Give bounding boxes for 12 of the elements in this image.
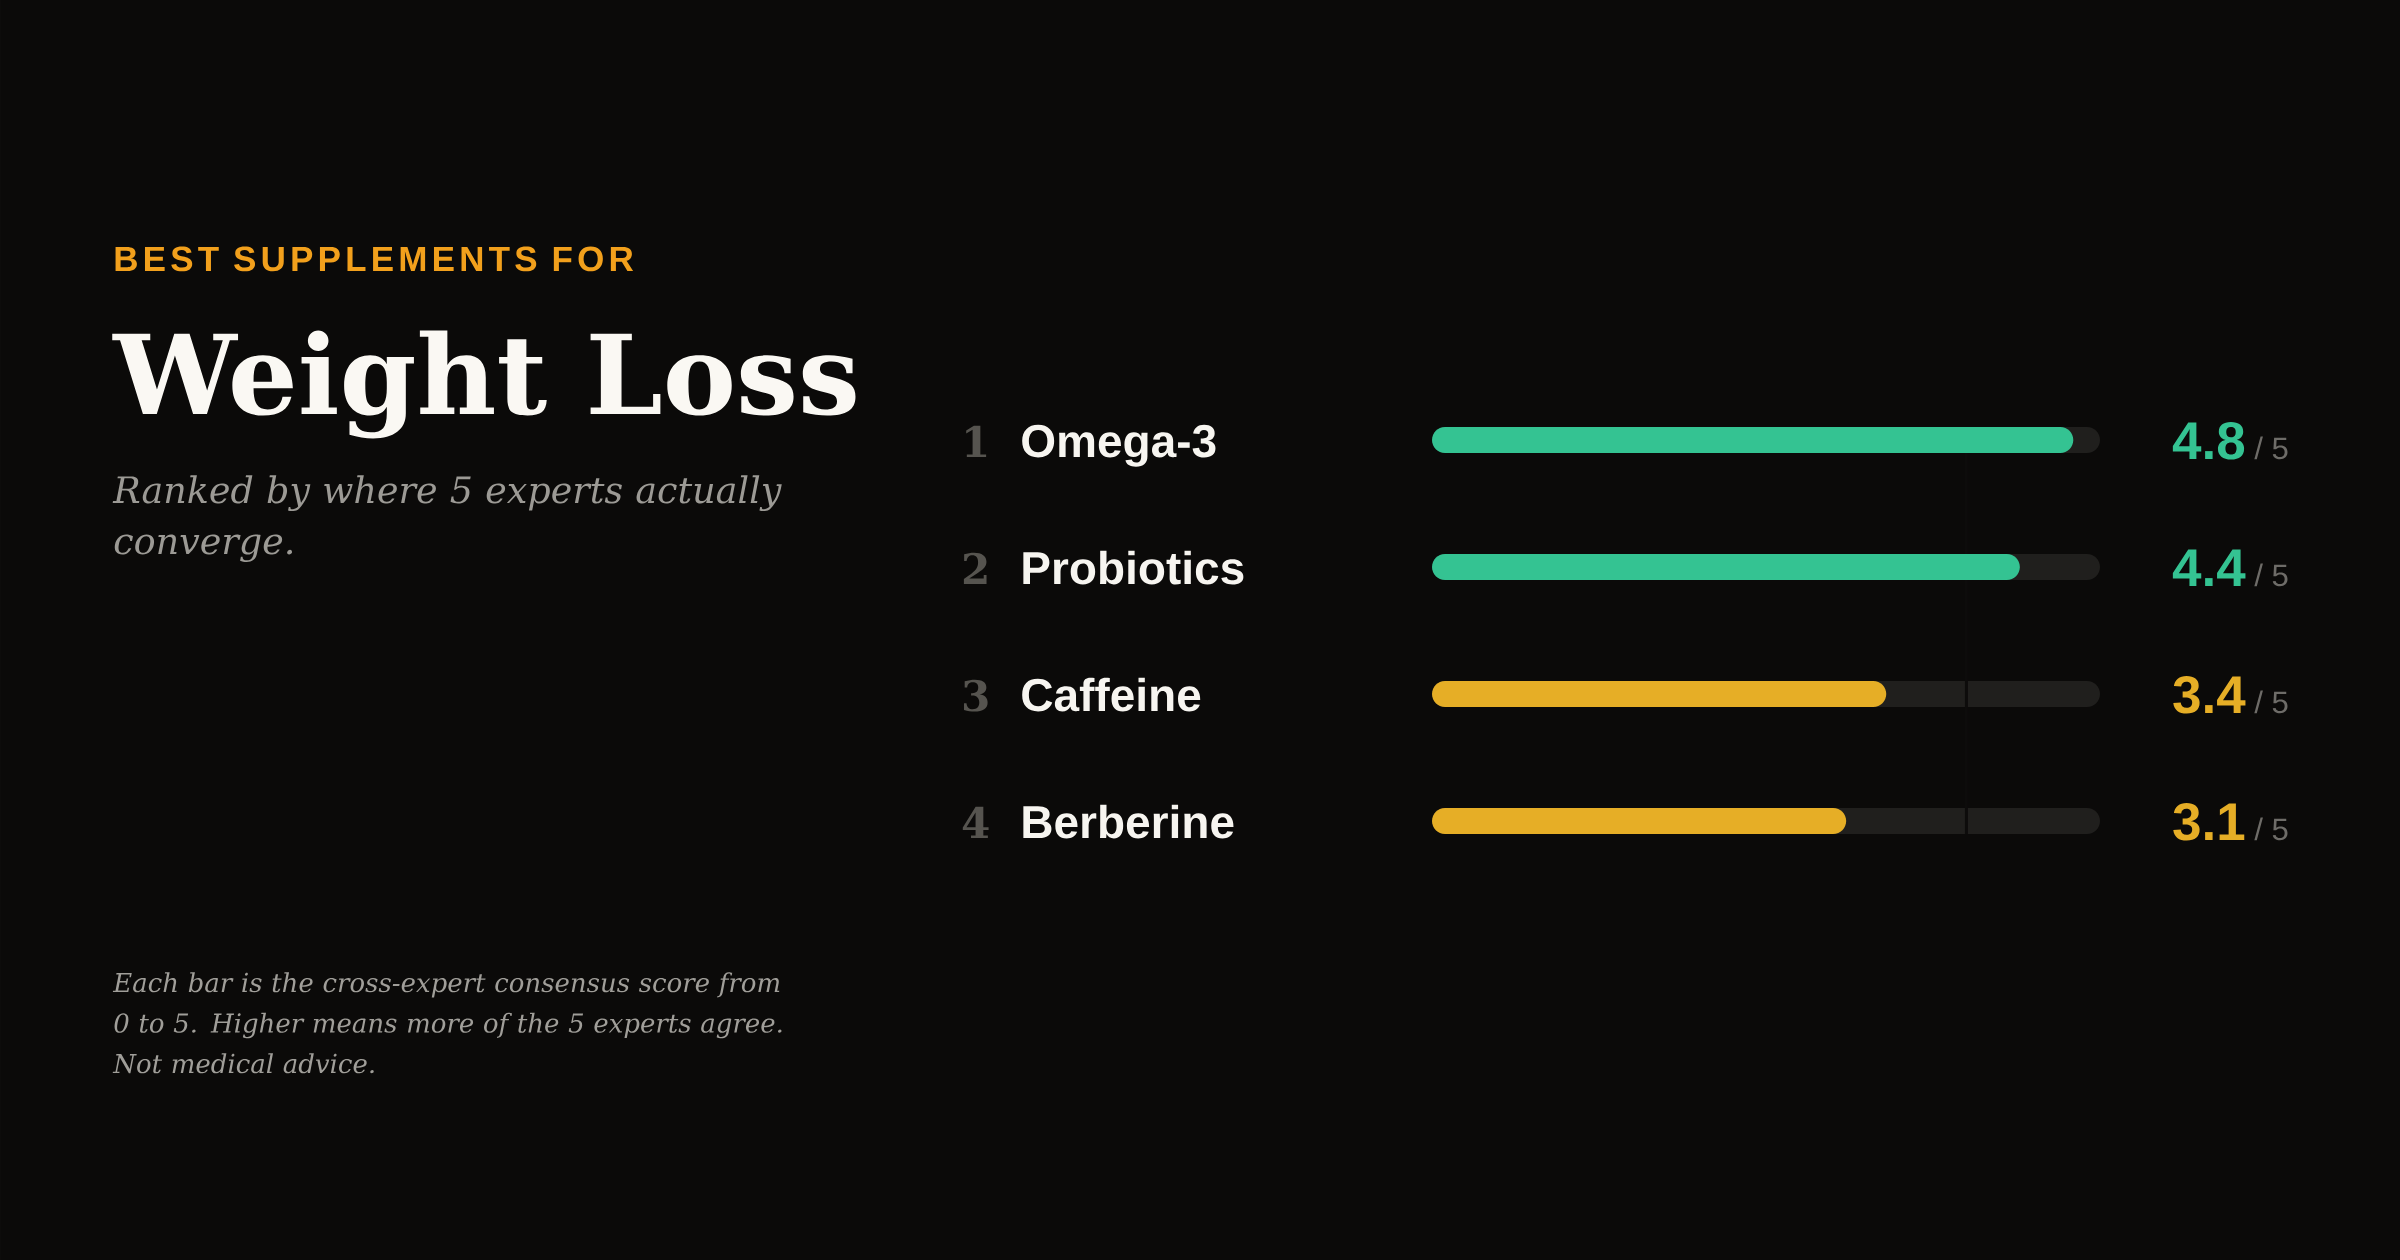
data-label: 4.4 / 5 bbox=[2172, 549, 2288, 587]
text: Ranked by where 5 experts actually converge. bbox=[112, 475, 782, 563]
text: Each bar is the cross-expert consensus score from 0 to 5. Higher means more of the 5 experts agree. Not medical advice. bbox=[112, 972, 782, 1074]
y-tick-label: 1 Omega-3 bbox=[966, 424, 1216, 467]
text: Weight Loss bbox=[112, 330, 856, 439]
text: BEST SUPPLEMENTS FOR bbox=[115, 246, 634, 272]
data-label: 3.4 / 5 bbox=[2173, 675, 2288, 714]
y-tick-label: 4 Berberine bbox=[962, 804, 1234, 839]
y-tick-label: 3 Caffeine bbox=[964, 677, 1201, 712]
y-tick-label: 2 Probiotics bbox=[963, 550, 1244, 585]
data-label: 3.1 / 5 bbox=[2173, 802, 2288, 841]
data-label: 4.8 / 5 bbox=[2172, 421, 2288, 460]
